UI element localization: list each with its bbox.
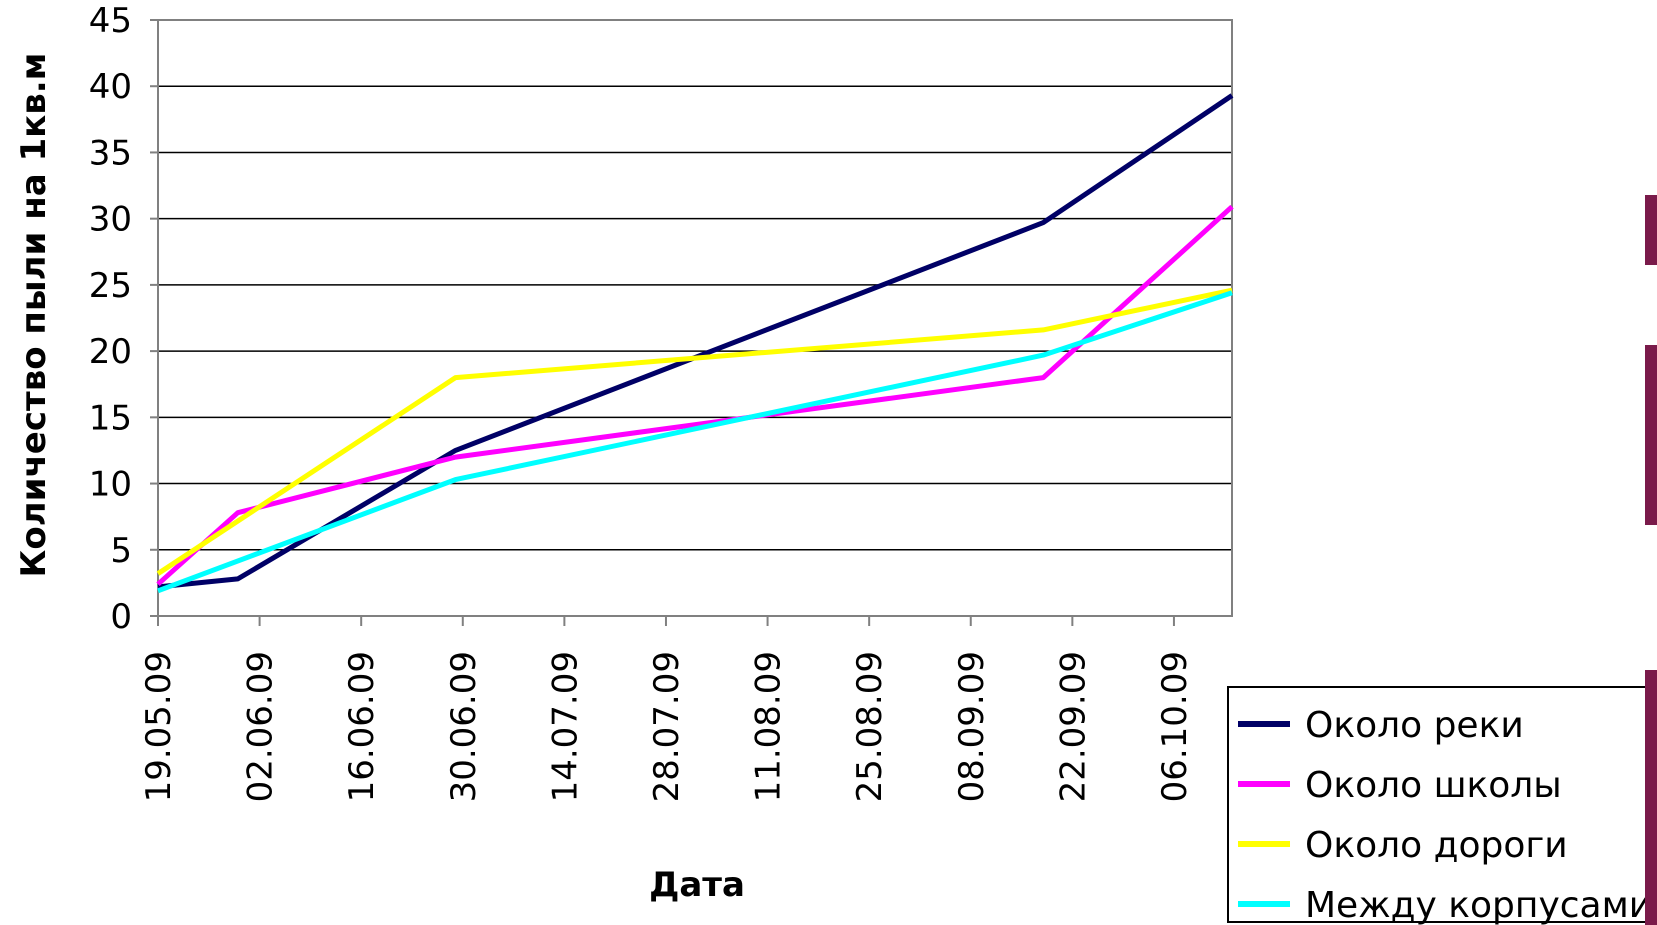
series-line-0 bbox=[157, 93, 1234, 590]
y-tick-label: 0 bbox=[110, 597, 132, 637]
slide-edge-decoration bbox=[1645, 345, 1657, 525]
series-lines bbox=[156, 93, 1234, 594]
x-tick-label: 25.08.09 bbox=[850, 651, 890, 802]
series-line-3 bbox=[157, 290, 1233, 594]
series-line-2 bbox=[156, 287, 1233, 576]
y-tick-label: 30 bbox=[89, 200, 132, 240]
x-axis-title: Дата bbox=[649, 865, 745, 905]
legend-label: Между корпусами bbox=[1305, 885, 1652, 925]
slide-edge-decoration bbox=[1645, 670, 1657, 925]
x-tick-label: 22.09.09 bbox=[1053, 651, 1093, 802]
x-tick-label: 06.10.09 bbox=[1155, 651, 1195, 802]
x-tick-label: 19.05.09 bbox=[139, 651, 179, 802]
x-tick-label: 30.06.09 bbox=[444, 651, 484, 802]
legend: Около реки Около школы Около дороги Между к… bbox=[1227, 686, 1652, 925]
y-tick-label: 10 bbox=[89, 465, 132, 505]
x-tick-label: 14.07.09 bbox=[545, 651, 585, 802]
x-tick-label: 02.06.09 bbox=[241, 651, 281, 802]
y-tick-label: 20 bbox=[89, 332, 132, 372]
slide-edge-decoration bbox=[1645, 195, 1657, 265]
y-tick-label: 25 bbox=[89, 266, 132, 306]
y-tick-label: 15 bbox=[89, 398, 132, 438]
series-line-1 bbox=[156, 204, 1234, 587]
x-tick-label: 28.07.09 bbox=[647, 651, 687, 802]
x-axis: 19.05.09 02.06.09 16.06.09 30.06.09 14.07.09… bbox=[139, 615, 1232, 802]
legend-label: Около реки bbox=[1305, 705, 1524, 746]
y-tick-label: 5 bbox=[110, 531, 132, 571]
plot-area bbox=[157, 19, 1233, 617]
legend-label: Около школы bbox=[1305, 765, 1562, 806]
y-axis: 0 5 10 15 20 25 30 35 40 45 bbox=[89, 1, 158, 637]
x-tick-label: 08.09.09 bbox=[952, 651, 992, 802]
y-axis-title: Количество пыли на 1кв.м bbox=[14, 53, 54, 578]
legend-label: Около дороги bbox=[1305, 825, 1568, 866]
y-tick-label: 35 bbox=[89, 133, 132, 173]
y-tick-label: 40 bbox=[89, 67, 132, 107]
x-tick-label: 16.06.09 bbox=[342, 651, 382, 802]
x-tick-label: 11.08.09 bbox=[749, 651, 789, 802]
legend-box bbox=[1227, 686, 1649, 923]
y-tick-label: 45 bbox=[89, 1, 132, 41]
